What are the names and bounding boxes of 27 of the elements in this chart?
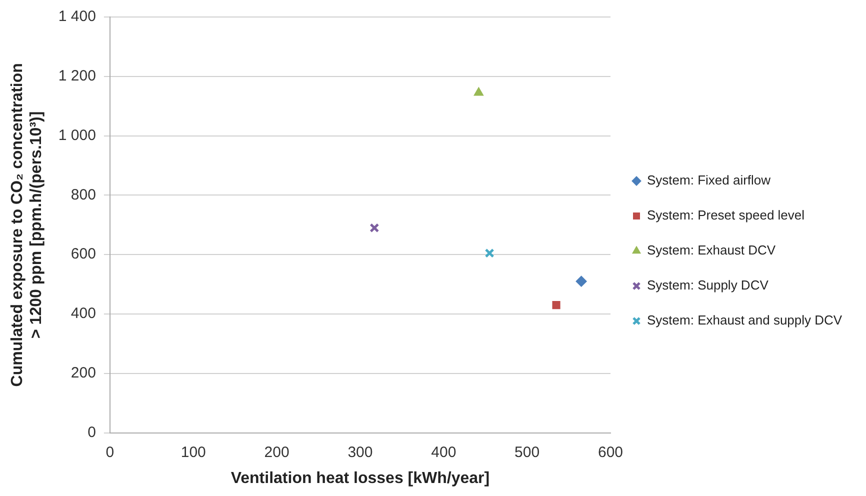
x-tick-label: 0 bbox=[106, 444, 114, 461]
y-tick-label: 800 bbox=[70, 186, 96, 204]
point bbox=[484, 248, 494, 258]
y-tick-label: 400 bbox=[70, 305, 96, 322]
y-tick-label: 1 000 bbox=[58, 126, 96, 144]
legend-label: System: Preset speed level bbox=[647, 208, 805, 223]
point bbox=[576, 276, 587, 287]
y-axis-title: Cumulated exposure to CO₂ concentration > 1200 ppm [ppm.h/(pers.10³)] bbox=[9, 63, 46, 387]
y-tick-label: 200 bbox=[70, 364, 96, 382]
legend-label: System: Exhaust and supply DCV bbox=[647, 312, 842, 328]
legend-label: System: Exhaust DCV bbox=[647, 242, 776, 258]
x-tick-label: 400 bbox=[431, 444, 456, 461]
point bbox=[474, 87, 484, 96]
legend-label: System: Fixed airflow bbox=[647, 172, 772, 188]
y-tick-label: 0 bbox=[88, 424, 96, 441]
x-tick-label: 200 bbox=[264, 444, 290, 461]
x-tick-label: 500 bbox=[514, 444, 540, 461]
x-tick-label: 300 bbox=[348, 444, 373, 461]
point bbox=[370, 223, 380, 233]
y-tick-label: 1 400 bbox=[58, 8, 96, 26]
y-tick-label: 600 bbox=[70, 246, 96, 263]
legend-label: System: Supply DCV bbox=[647, 278, 769, 293]
x-axis-title: Ventilation heat losses [kWh/year] bbox=[230, 470, 490, 487]
x-tick-label: 600 bbox=[598, 444, 624, 461]
y-tick-label: 1 200 bbox=[58, 68, 96, 85]
x-tick-label: 100 bbox=[180, 444, 206, 461]
point bbox=[552, 301, 560, 310]
